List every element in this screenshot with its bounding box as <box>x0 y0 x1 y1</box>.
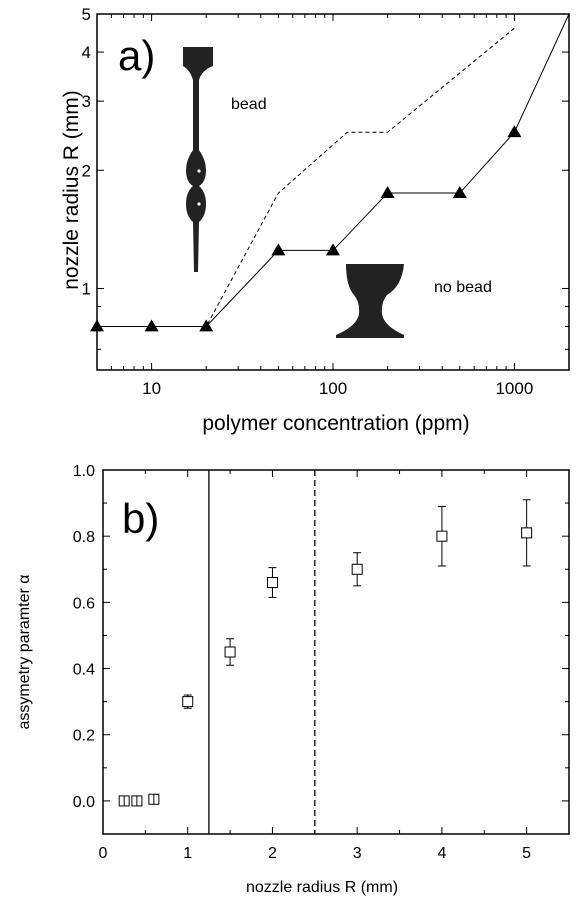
panel-a-ticks: 10 100 1000 1 2 3 4 5 <box>82 5 570 398</box>
data-point-triangle <box>326 243 340 256</box>
x-tick-label: 10 <box>142 379 161 398</box>
data-point-triangle <box>507 125 522 138</box>
y-tick-label: 2 <box>82 161 91 180</box>
liquid-bridge-icon <box>336 264 404 338</box>
panel-b-frame <box>102 469 570 835</box>
x-tick-label: 2 <box>268 845 277 862</box>
panel-a-plot: 10 100 1000 1 2 3 4 5 bead no bead a) polymer c… <box>60 5 570 435</box>
x-tick-label: 0 <box>99 845 108 862</box>
data-point-square <box>351 563 363 575</box>
data-point-triangle <box>144 319 159 332</box>
y-tick-label: 1 <box>82 279 91 298</box>
panel-b-x-axis-title: nozzle radius R (mm) <box>246 879 398 896</box>
data-point-triangle <box>199 319 214 332</box>
y-tick-label: 1.0 <box>73 463 95 480</box>
panel-a-label: a) <box>118 32 155 79</box>
panel-b-plot: 0 1 2 3 4 5 0.0 0.2 0.4 0.6 0.8 1.0 b) nozzle radiu… <box>16 463 570 896</box>
panel-b-vertical-lines <box>208 470 316 834</box>
panel-b-ticks: 0 1 2 3 4 5 0.0 0.2 0.4 0.6 0.8 1.0 <box>73 463 570 862</box>
x-tick-label: 5 <box>522 845 531 862</box>
panel-b-y-axis-title: assymetry paramter α <box>16 574 33 729</box>
data-point-triangle <box>90 319 104 332</box>
x-tick-label: 3 <box>353 845 362 862</box>
panel-a-x-axis-title: polymer concentration (ppm) <box>202 412 469 435</box>
data-point-square <box>224 646 236 658</box>
x-tick-label: 1 <box>183 845 192 862</box>
panel-b-series <box>118 499 533 807</box>
panel-b-label: b) <box>122 495 159 542</box>
data-point-triangle <box>271 243 286 256</box>
y-tick-label: 0.2 <box>73 728 95 745</box>
series-line-solid <box>97 13 570 328</box>
panel-a-frame <box>96 13 570 371</box>
data-point-square <box>521 527 533 539</box>
y-tick-label: 0.0 <box>73 794 95 811</box>
y-tick-label: 0.4 <box>73 662 95 679</box>
data-point-triangle <box>452 186 467 198</box>
data-point-square <box>436 530 448 542</box>
x-tick-label: 4 <box>437 845 446 862</box>
panel-a-y-axis-title: nozzle radius R (mm) <box>60 90 83 290</box>
data-point-square <box>182 696 194 708</box>
region-label-bead: bead <box>231 96 267 113</box>
y-tick-label: 0.6 <box>73 595 95 612</box>
region-label-no-bead: no bead <box>434 279 492 296</box>
data-point-square <box>266 577 278 589</box>
y-tick-label: 4 <box>82 43 91 62</box>
y-tick-label: 5 <box>82 5 91 24</box>
y-tick-label: 0.8 <box>73 529 95 546</box>
panel-a-series <box>90 13 570 332</box>
x-tick-label: 1000 <box>495 379 533 398</box>
x-tick-label: 100 <box>319 379 347 398</box>
bead-on-string-filament-icon <box>183 47 213 272</box>
y-tick-label: 3 <box>82 92 91 111</box>
data-point-triangle <box>380 186 395 198</box>
